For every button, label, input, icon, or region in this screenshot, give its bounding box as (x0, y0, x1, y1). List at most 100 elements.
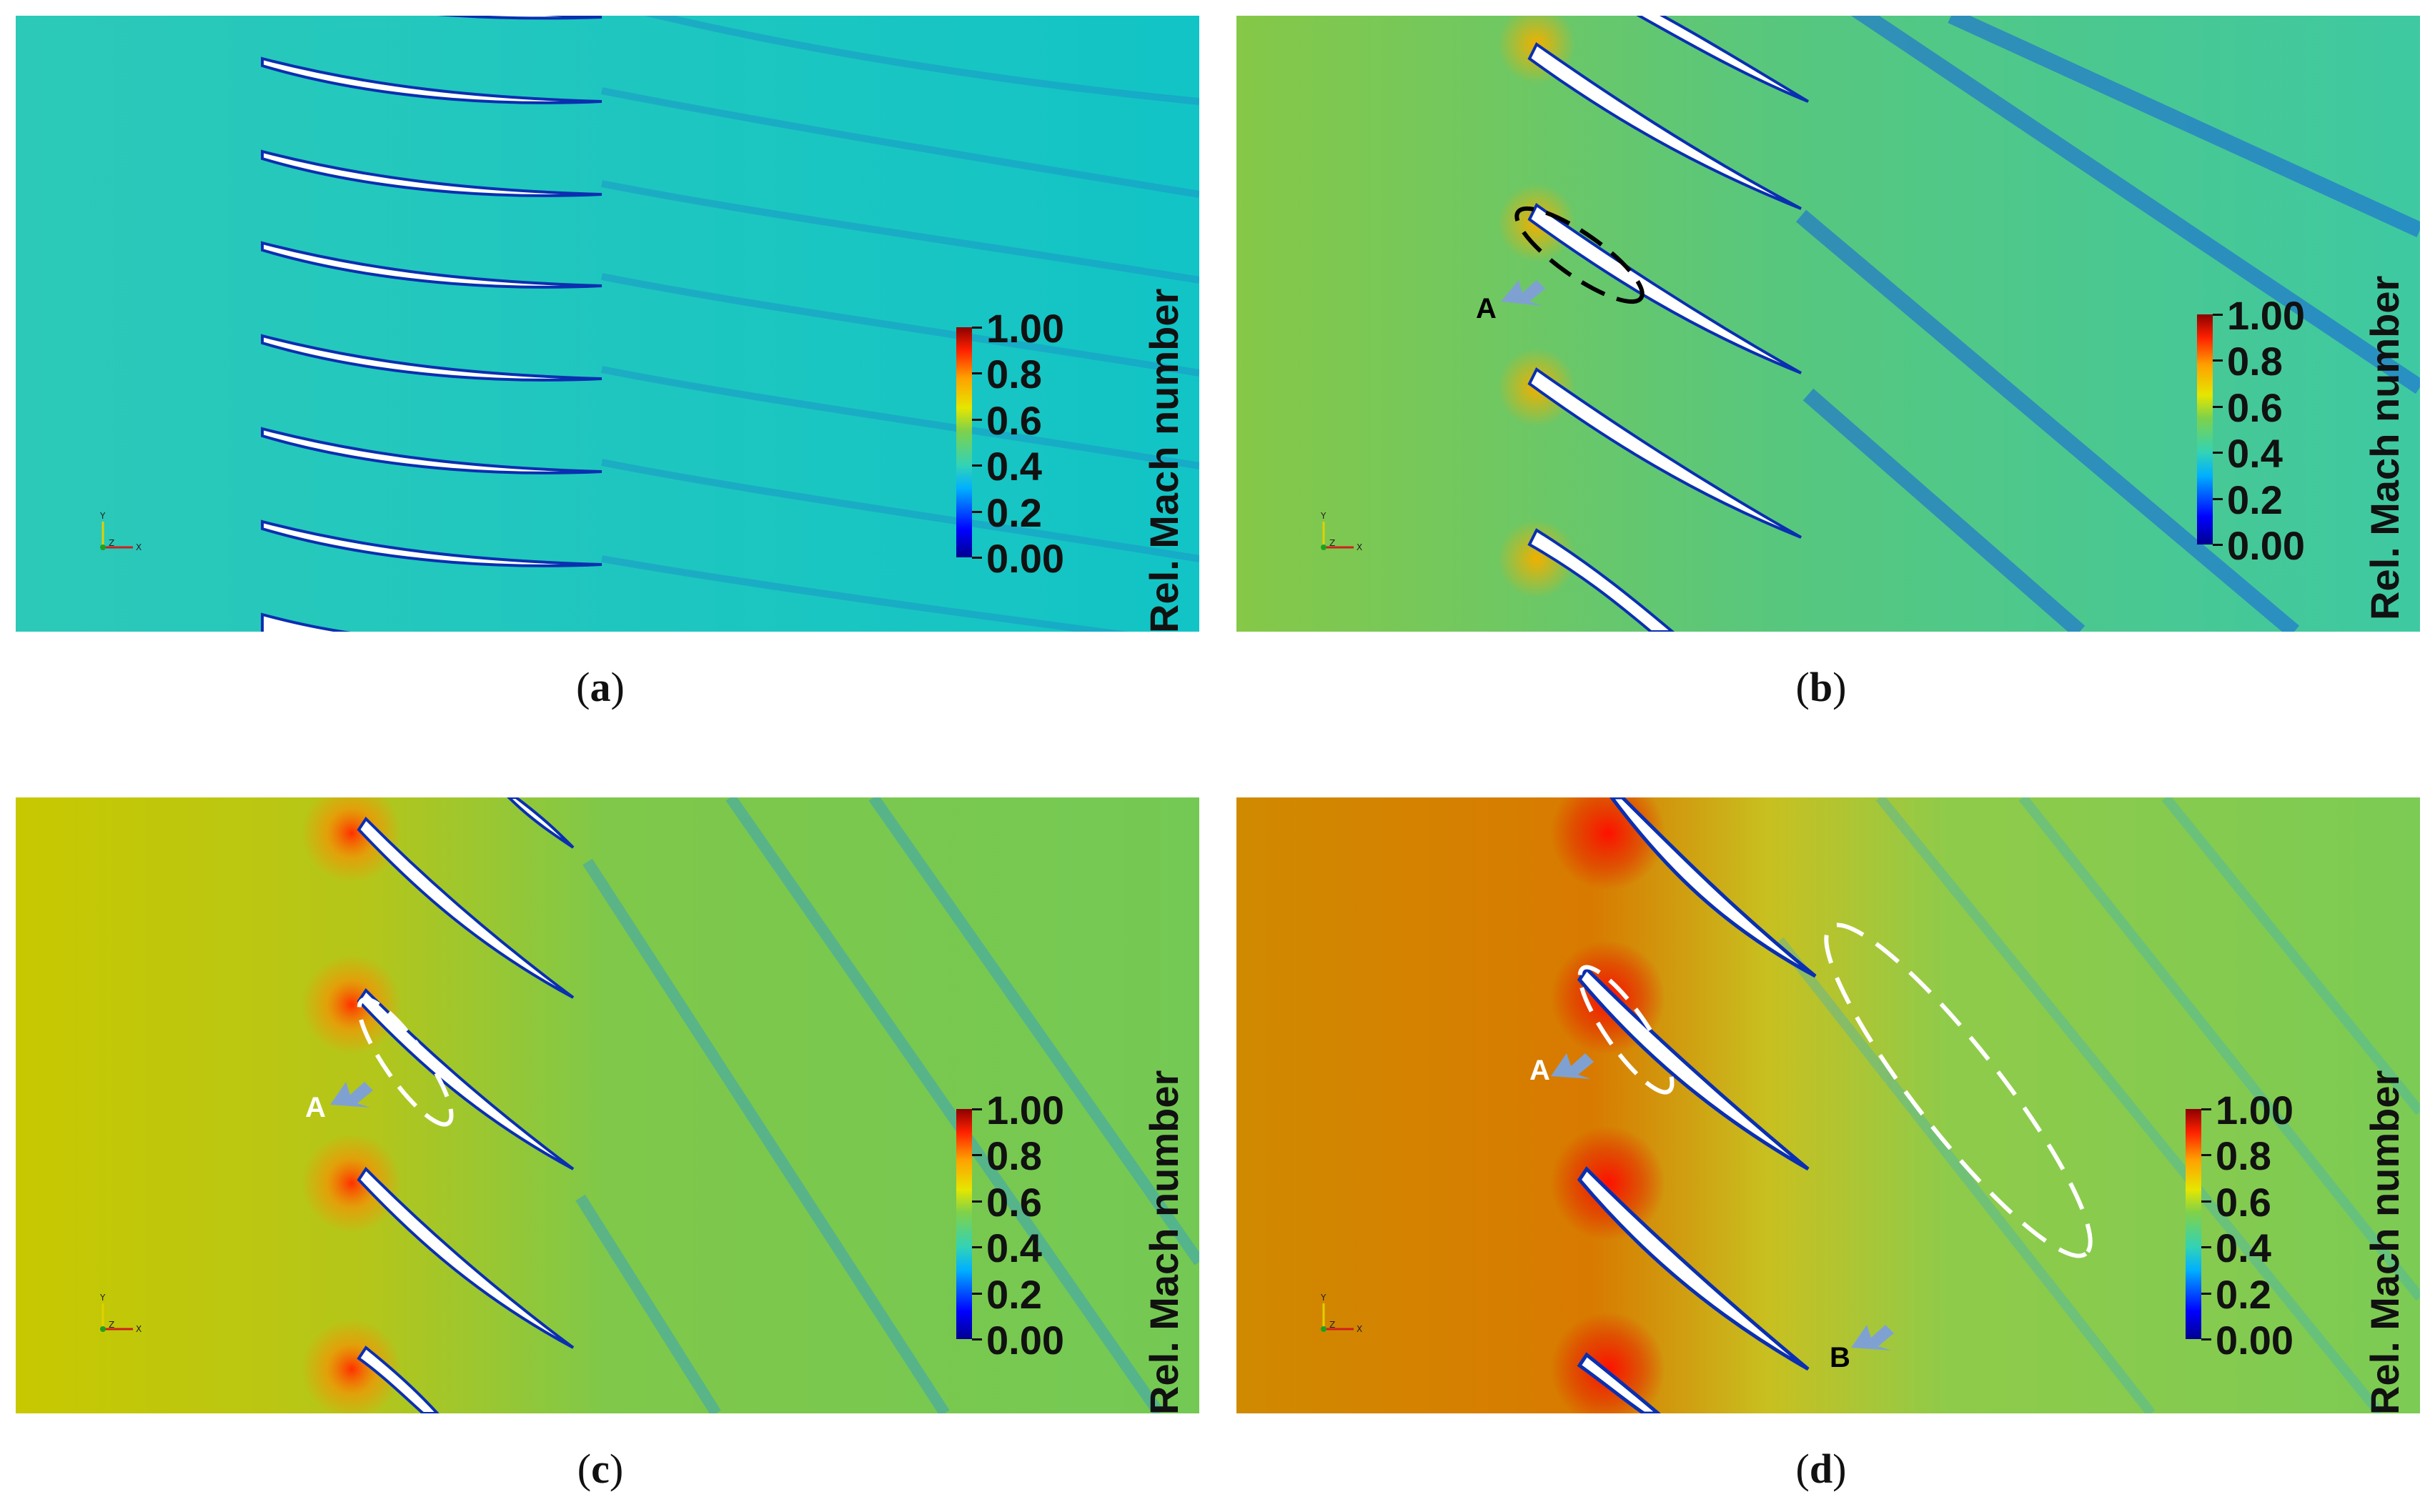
colorbar-tick-mark (972, 1108, 982, 1110)
blade (1577, 966, 1810, 1171)
colorbar-tick-label: 1.00 (986, 306, 1064, 351)
colorbar-tick-mark (2213, 359, 2223, 362)
panel-c-field (16, 797, 1199, 1413)
leading-edge-hotspots (302, 797, 402, 1413)
colorbar-tick-label: 0.00 (986, 1318, 1064, 1363)
colorbar-tick-mark (2213, 544, 2223, 546)
blade (1527, 367, 1802, 539)
colorbar-tick-mark (2201, 1338, 2211, 1341)
svg-text:Y: Y (1320, 511, 1326, 521)
colorbar-tick-label: 0.4 (2216, 1225, 2271, 1271)
colorbar-tick-mark (972, 418, 982, 421)
colorbar-tick-label: 1.00 (2216, 1088, 2293, 1133)
annotation-arrow-a (1551, 1053, 1594, 1079)
blade (357, 1166, 575, 1349)
colorbar-gradient (956, 327, 972, 557)
blade (1527, 42, 1802, 210)
annotation-ellipse-b (1824, 922, 2093, 1258)
colorbar-tick-label: 0.6 (986, 397, 1042, 443)
colorbar-tick-mark (972, 1246, 982, 1249)
panel-a-contour (16, 16, 1199, 632)
panel-d-field (1236, 797, 2420, 1413)
panel-c-contour: A (16, 797, 1199, 1413)
colorbar-tick-mark (972, 557, 982, 559)
colorbar-title: Rel. Mach number (2362, 1070, 2407, 1415)
colorbar-tick-label: 0.2 (2227, 477, 2283, 522)
annotation-label-a: A (1476, 293, 1497, 324)
blade (1609, 797, 1817, 978)
colorbar-tick-mark (972, 1200, 982, 1203)
blade (357, 988, 575, 1170)
colorbar-tick-label: 0.8 (2216, 1133, 2271, 1179)
svg-text:Y: Y (1320, 1293, 1326, 1303)
svg-text:Y: Y (99, 1293, 106, 1303)
axis-triad-icon: Y Z X (1320, 1293, 1362, 1334)
axis-triad-icon: Y Z X (99, 1293, 142, 1334)
blade (261, 519, 602, 567)
colorbar-tick-mark (972, 1154, 982, 1157)
blade-row (1527, 16, 1810, 632)
svg-text:Z: Z (109, 1320, 114, 1330)
colorbar-tick-mark (2213, 452, 2223, 454)
colorbar-tick-mark (2201, 1292, 2211, 1295)
blade (261, 149, 602, 197)
colorbar-tick-label: 0.2 (2216, 1271, 2271, 1317)
colorbar-tick-mark (972, 1338, 982, 1341)
svg-text:X: X (136, 542, 142, 552)
colorbar-tick-label: 0.8 (986, 352, 1042, 397)
wake-streaks (1795, 16, 2420, 632)
blade (261, 56, 602, 104)
annotation-ellipse-a (1514, 206, 1645, 304)
wake-streaks (575, 797, 1199, 1413)
colorbar-tick-label: 0.4 (2227, 431, 2283, 477)
colorbar-tick-mark (2201, 1108, 2211, 1110)
blade (357, 816, 575, 999)
svg-text:X: X (136, 1324, 142, 1334)
colorbar-tick-label: 0.4 (986, 1225, 1042, 1271)
field-background (1236, 16, 2420, 632)
colorbar-tick-label: 0.00 (2216, 1318, 2293, 1363)
axis-triad-icon: Y Z X (99, 511, 142, 552)
svg-text:Y: Y (99, 511, 106, 521)
colorbar-tick-label: 0.6 (2227, 384, 2283, 430)
svg-text:X: X (1357, 542, 1362, 552)
caption-d: (d) (1795, 1446, 1847, 1492)
blade (261, 612, 351, 632)
blade (1527, 203, 1802, 374)
colorbar-tick-label: 0.8 (2227, 339, 2283, 384)
svg-text:Z: Z (1329, 1320, 1335, 1330)
colorbar-tick-mark (972, 510, 982, 513)
panel-a-field (16, 16, 1199, 632)
caption-c: (c) (577, 1446, 624, 1492)
colorbar-tick-label: 0.6 (986, 1179, 1042, 1225)
colorbar-gradient (2197, 314, 2213, 544)
blade (507, 797, 575, 849)
colorbar-tick-label: 0.6 (2216, 1179, 2271, 1225)
wake-streaks (601, 16, 1199, 632)
colorbar-title: Rel. Mach number (1141, 1070, 1186, 1415)
colorbar-tick-label: 0.4 (986, 444, 1042, 489)
colorbar-tick-mark (2201, 1154, 2211, 1157)
blade (357, 1346, 440, 1413)
colorbar-tick-mark (972, 327, 982, 329)
blade (261, 334, 602, 382)
colorbar-tick-label: 0.00 (986, 536, 1064, 581)
annotation-label-a: A (305, 1092, 326, 1123)
axis-triad-icon: Y Z X (1320, 511, 1362, 552)
blade-row (261, 16, 602, 632)
caption-b: (b) (1795, 664, 1847, 710)
blade (1527, 528, 1675, 632)
colorbar-tick-label: 0.8 (986, 1133, 1042, 1179)
annotation-label-b: B (1830, 1342, 1850, 1373)
colorbar-tick-label: 0.2 (986, 1271, 1042, 1317)
annotation-ellipse-a (1577, 965, 1675, 1095)
blade (1636, 16, 1810, 103)
blade (1577, 1166, 1810, 1371)
colorbar-title: Rel. Mach number (1141, 288, 1186, 633)
panel-d-contour: A B (1236, 797, 2420, 1413)
colorbar-tick-mark (972, 372, 982, 375)
blade-row (357, 797, 575, 1413)
colorbar-tick-mark (2213, 314, 2223, 316)
annotation-ellipse-a (357, 997, 454, 1127)
blade-row (1577, 797, 1817, 1413)
